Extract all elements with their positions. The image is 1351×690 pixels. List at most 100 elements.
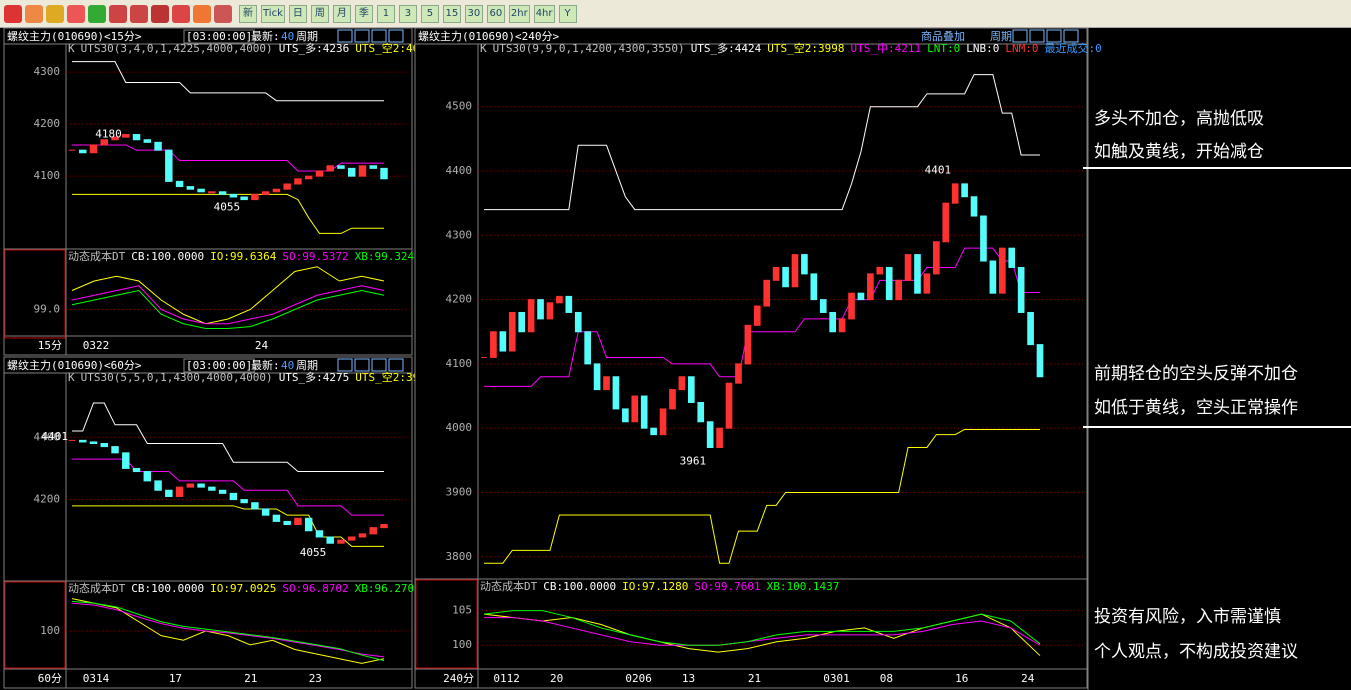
- candle: [593, 363, 601, 391]
- toolbar-button[interactable]: 5: [420, 4, 439, 23]
- period-label: 60分: [38, 672, 62, 685]
- button-group: 新 Tick 日周月季 1 3 5 15 30 60 2hr 4hr Y: [239, 4, 577, 23]
- icon[interactable]: [109, 4, 127, 23]
- candle: [380, 524, 388, 529]
- candle: [659, 408, 667, 436]
- candle: [261, 191, 270, 195]
- candle: [810, 273, 818, 301]
- window-button[interactable]: [388, 29, 404, 43]
- candle: [1008, 247, 1016, 268]
- candle: [565, 295, 573, 313]
- window-button[interactable]: [371, 29, 387, 43]
- candle: [326, 536, 334, 544]
- indicator-item: IO:97.0925: [210, 582, 276, 595]
- toolbar-button[interactable]: Y: [558, 4, 577, 23]
- candle: [165, 149, 173, 182]
- candle: [143, 139, 152, 143]
- candle: [518, 311, 526, 333]
- period-button[interactable]: 周期: [990, 30, 1012, 43]
- toolbar-button[interactable]: 周: [310, 4, 329, 23]
- window-button[interactable]: [354, 29, 370, 43]
- window-button[interactable]: [1012, 29, 1028, 43]
- candle: [229, 492, 238, 501]
- x-tick-label: 0301: [823, 672, 850, 685]
- overlay-button[interactable]: 商品叠加: [921, 29, 965, 43]
- candle: [527, 299, 535, 333]
- icon[interactable]: [193, 4, 211, 23]
- toolbar-button[interactable]: 60: [486, 4, 505, 23]
- candle: [829, 311, 837, 333]
- toolbar-button[interactable]: 2hr: [508, 4, 530, 23]
- window-button[interactable]: [337, 358, 353, 372]
- candle: [763, 279, 771, 307]
- candle: [304, 517, 313, 532]
- candle: [304, 175, 313, 180]
- indicator-item: XB:99.3241: [355, 250, 421, 263]
- separator: [1083, 167, 1351, 169]
- x-tick-label: 21: [748, 672, 761, 685]
- window-button[interactable]: [371, 358, 387, 372]
- toolbar-button[interactable]: 月: [332, 4, 351, 23]
- icon[interactable]: [46, 4, 64, 23]
- candle: [678, 376, 686, 391]
- indicator-item: CB:100.0000: [131, 582, 204, 595]
- icon[interactable]: [151, 4, 169, 23]
- indicator-item: K: [68, 42, 75, 55]
- high-label: 4180: [95, 128, 122, 141]
- icon[interactable]: [88, 4, 106, 23]
- candle: [240, 196, 248, 201]
- high-label: 4401: [925, 163, 952, 176]
- indicator-item: 最近成交:0: [1045, 41, 1102, 55]
- period-button[interactable]: 周期: [296, 359, 318, 372]
- y-tick-label: 4400: [446, 164, 473, 177]
- toolbar-button[interactable]: 日: [288, 4, 307, 23]
- indicator-item: UTS30(3,4,0,1,4225,4000,4000): [81, 42, 273, 55]
- icon[interactable]: [172, 4, 190, 23]
- candle: [933, 241, 940, 275]
- candle: [326, 165, 334, 172]
- window-button[interactable]: [1046, 29, 1062, 43]
- candle: [584, 331, 591, 365]
- candle: [165, 489, 173, 497]
- candle: [508, 311, 516, 352]
- candle: [347, 167, 356, 177]
- icon[interactable]: [130, 4, 148, 23]
- window-button[interactable]: [1029, 29, 1045, 43]
- toolbar-button[interactable]: 新: [239, 4, 257, 23]
- toolbar-button[interactable]: 30: [464, 4, 483, 23]
- window-button[interactable]: [354, 358, 370, 372]
- candle: [942, 202, 950, 243]
- x-tick-label: 20: [550, 672, 563, 685]
- toolbar-button[interactable]: 15: [442, 4, 461, 23]
- candle: [857, 292, 865, 301]
- candle: [895, 279, 902, 301]
- candle: [79, 439, 87, 443]
- toolbar-button[interactable]: 1: [376, 4, 395, 23]
- icon[interactable]: [214, 4, 232, 23]
- y-tick-label: 99.0: [34, 303, 61, 316]
- toolbar-button[interactable]: 4hr: [533, 4, 555, 23]
- toolbar-button[interactable]: Tick: [261, 4, 285, 23]
- candle: [154, 480, 162, 491]
- candle: [697, 401, 705, 423]
- candle: [687, 376, 695, 403]
- candle: [801, 254, 808, 275]
- candle: [961, 183, 968, 198]
- icon[interactable]: [25, 4, 43, 23]
- icon[interactable]: [67, 4, 85, 23]
- toolbar-button[interactable]: 季: [354, 4, 373, 23]
- candle: [251, 502, 259, 510]
- candle: [980, 215, 987, 262]
- toolbar-button[interactable]: 3: [398, 4, 417, 23]
- candle: [132, 134, 141, 141]
- separator: [1083, 426, 1351, 428]
- window-button[interactable]: [1063, 29, 1079, 43]
- panel-title: 螺纹主力(010690)<240分>: [418, 29, 559, 43]
- period-button[interactable]: 周期: [296, 30, 318, 43]
- indicator-line: [72, 193, 384, 234]
- y-tick-label: 4100: [446, 357, 473, 370]
- icon[interactable]: [4, 4, 22, 23]
- candle: [612, 376, 620, 410]
- window-button[interactable]: [388, 358, 404, 372]
- window-button[interactable]: [337, 29, 353, 43]
